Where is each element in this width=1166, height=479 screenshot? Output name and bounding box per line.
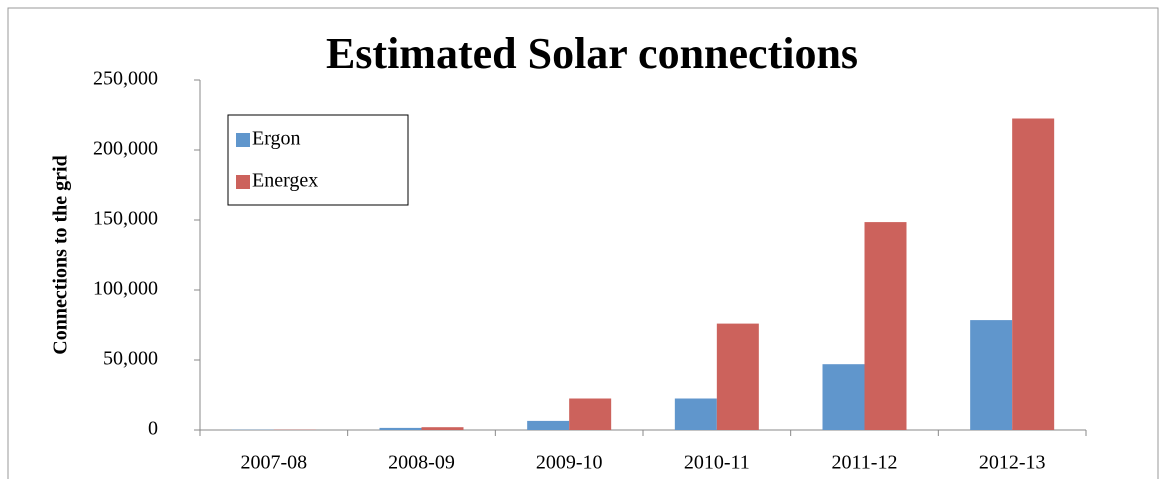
- x-tick-label: 2010-11: [684, 452, 750, 474]
- bar: [716, 323, 759, 430]
- legend-label: Energex: [252, 170, 318, 192]
- x-tick-label: 2011-12: [832, 452, 898, 474]
- x-tick-label: 2008-09: [388, 452, 455, 474]
- bar: [674, 398, 717, 430]
- y-tick-label: 200,000: [93, 138, 158, 160]
- y-tick-label: 0: [148, 418, 158, 440]
- legend-box: [227, 114, 409, 206]
- x-tick-label: 2009-10: [536, 452, 603, 474]
- y-tick-label: 50,000: [103, 348, 158, 370]
- x-tick-label: 2012-13: [979, 452, 1046, 474]
- legend-swatch: [236, 175, 250, 189]
- chart-title: Estimated Solar connections: [326, 29, 858, 78]
- x-tick-label: 2007-08: [240, 452, 307, 474]
- bar: [421, 427, 464, 430]
- bar: [569, 398, 612, 430]
- bar: [527, 420, 570, 430]
- frame: [7, 7, 1159, 479]
- y-axis-label: Connections to the grid: [50, 155, 72, 354]
- bar: [822, 364, 865, 430]
- y-tick-label: 250,000: [93, 68, 158, 90]
- bar: [1012, 118, 1055, 430]
- legend-label: Ergon: [252, 128, 301, 150]
- bar: [970, 320, 1013, 430]
- y-tick-label: 150,000: [93, 208, 158, 230]
- bar: [379, 427, 422, 430]
- y-tick-label: 100,000: [93, 278, 158, 300]
- legend-swatch: [236, 133, 250, 147]
- bar: [864, 222, 907, 430]
